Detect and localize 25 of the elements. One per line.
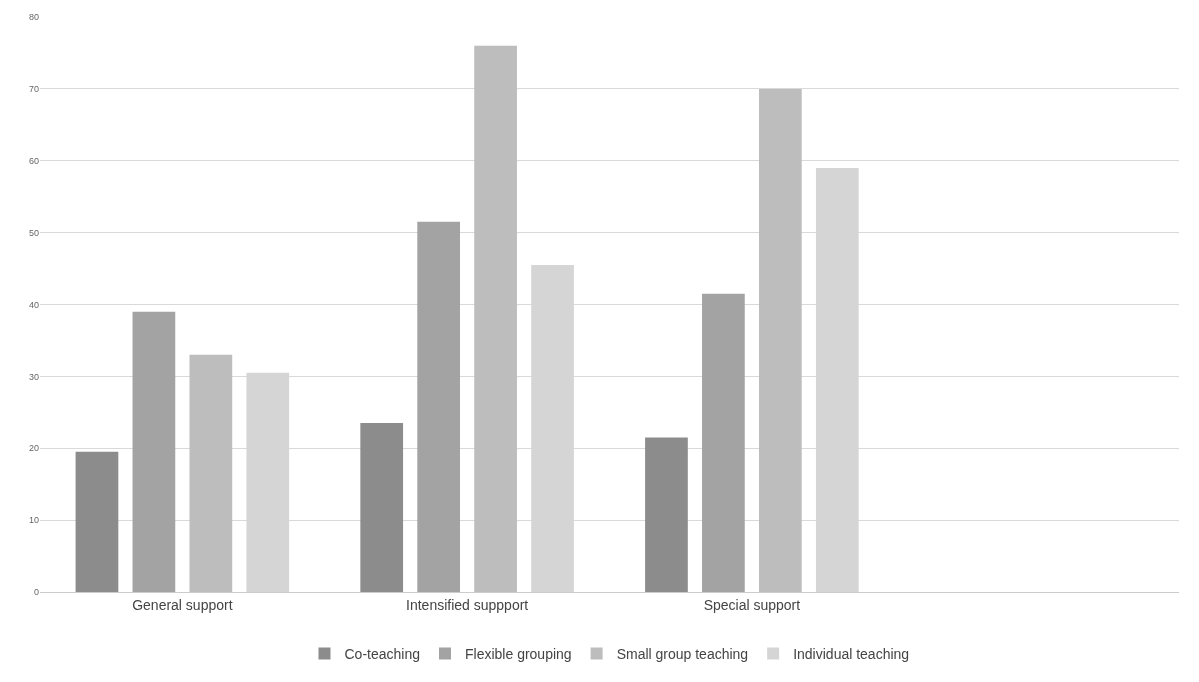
y-tick-label: 60 bbox=[28, 155, 39, 166]
y-tick-label: 80 bbox=[28, 12, 39, 23]
legend-label: Small group teaching bbox=[616, 646, 749, 663]
y-tick-label: 50 bbox=[28, 227, 39, 238]
bar bbox=[474, 45, 517, 592]
bar bbox=[702, 293, 745, 592]
x-tick-label: Intensified suppport bbox=[406, 596, 529, 613]
y-tick-label: 20 bbox=[28, 443, 39, 454]
y-tick-label: 30 bbox=[28, 371, 39, 382]
legend-label: Co-teaching bbox=[344, 646, 420, 663]
bar bbox=[132, 311, 176, 592]
legend-label: Flexible grouping bbox=[465, 646, 572, 663]
y-tick-label: 70 bbox=[28, 84, 39, 95]
x-tick-label: General support bbox=[132, 596, 233, 613]
x-tick-label: Special support bbox=[703, 596, 801, 613]
bar bbox=[758, 88, 802, 592]
y-tick-label: 40 bbox=[28, 299, 39, 310]
bar bbox=[75, 451, 119, 592]
y-tick-label: 0 bbox=[33, 587, 39, 598]
bar bbox=[189, 354, 233, 592]
bar bbox=[645, 437, 688, 592]
y-tick-label: 10 bbox=[28, 515, 39, 526]
legend-label: Individual teaching bbox=[793, 646, 910, 663]
bar bbox=[360, 423, 404, 592]
bar bbox=[417, 221, 461, 592]
